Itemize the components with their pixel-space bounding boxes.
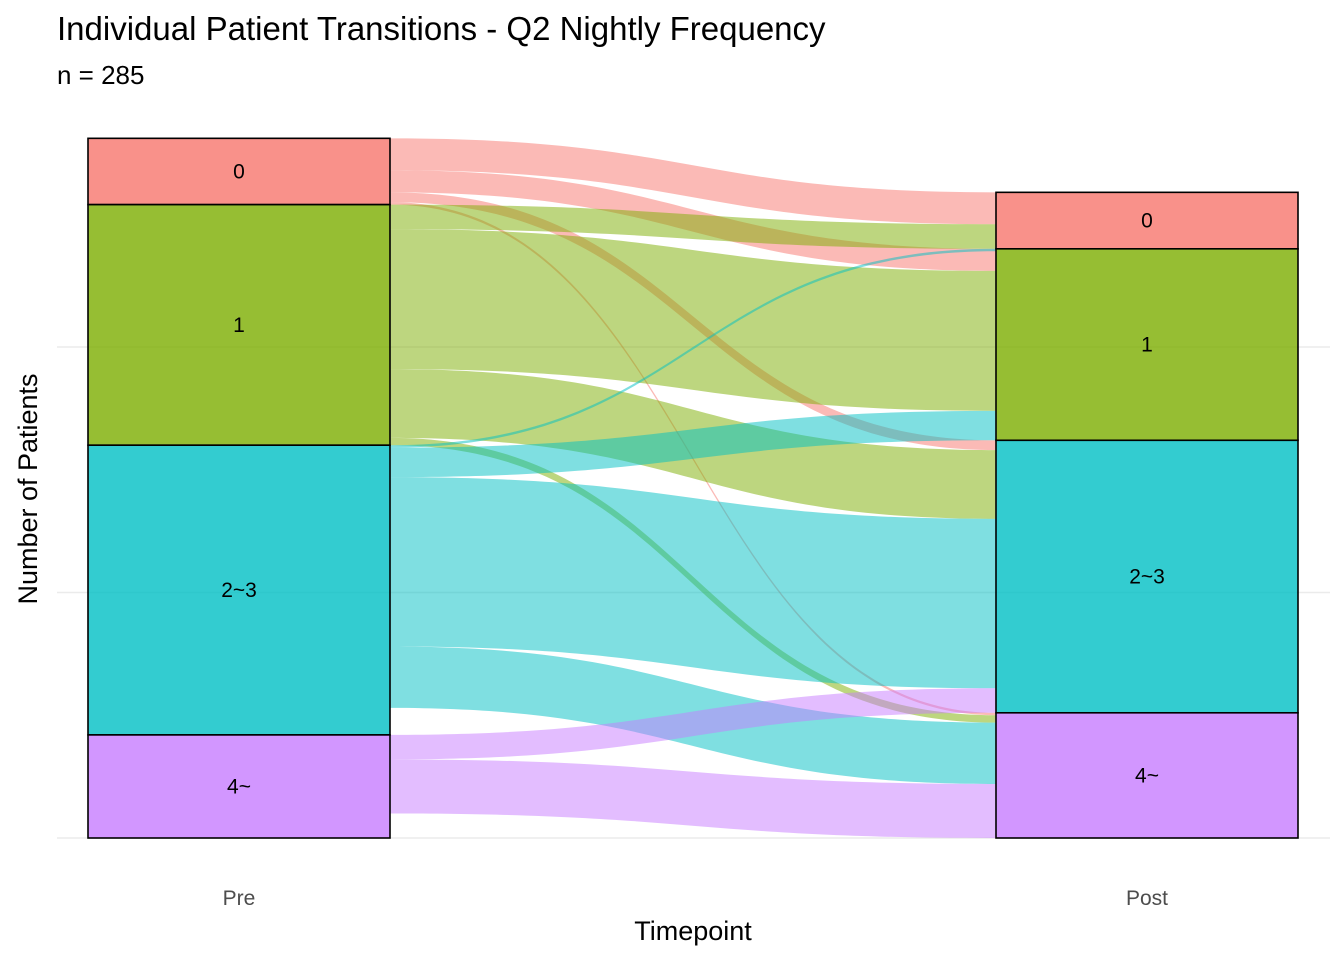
x-tick-post: Post — [1126, 887, 1168, 910]
stratum-post-1 — [995, 248, 1299, 442]
stratum-label: 4~ — [1135, 764, 1159, 787]
flow-2~3-to-2~3 — [390, 477, 996, 689]
chart-subtitle: n = 285 — [57, 60, 145, 90]
stratum-label: 0 — [233, 160, 245, 183]
chart-title: Individual Patient Transitions - Q2 Nigh… — [57, 10, 826, 47]
stratum-label: 1 — [233, 314, 245, 337]
flow-2~3-to-0 — [390, 248, 996, 448]
stratum-label: 4~ — [227, 775, 251, 798]
flow-1-to-1 — [390, 229, 996, 411]
stratum-label: 1 — [1141, 334, 1153, 357]
stratum-post-0 — [995, 191, 1299, 250]
flow-2~3-to-1 — [390, 410, 996, 478]
flows — [390, 138, 996, 838]
x-tick-pre: Pre — [223, 887, 256, 910]
y-axis-title: Number of Patients — [13, 373, 43, 604]
flow-0-to-0 — [390, 138, 996, 225]
stratum-label: 2~3 — [1129, 566, 1165, 589]
flow-1-to-0 — [390, 204, 996, 249]
stratum-pre-4~ — [87, 734, 391, 839]
stratum-post-4~ — [995, 711, 1299, 839]
strata: 0 1 2~3 4~ 0 1 2~3 4~ — [87, 137, 1299, 839]
stratum-post-2~3 — [995, 439, 1299, 714]
stratum-label: 0 — [1141, 210, 1153, 233]
flow-4~-to-2~3 — [390, 688, 996, 760]
stratum-label: 2~3 — [221, 579, 257, 602]
axes: Pre Post Timepoint Number of Patients — [13, 373, 1168, 946]
stratum-pre-0 — [87, 137, 391, 206]
x-axis-title: Timepoint — [634, 916, 752, 946]
stratum-pre-2~3 — [87, 444, 391, 736]
flow-4~-to-4~ — [390, 759, 996, 838]
